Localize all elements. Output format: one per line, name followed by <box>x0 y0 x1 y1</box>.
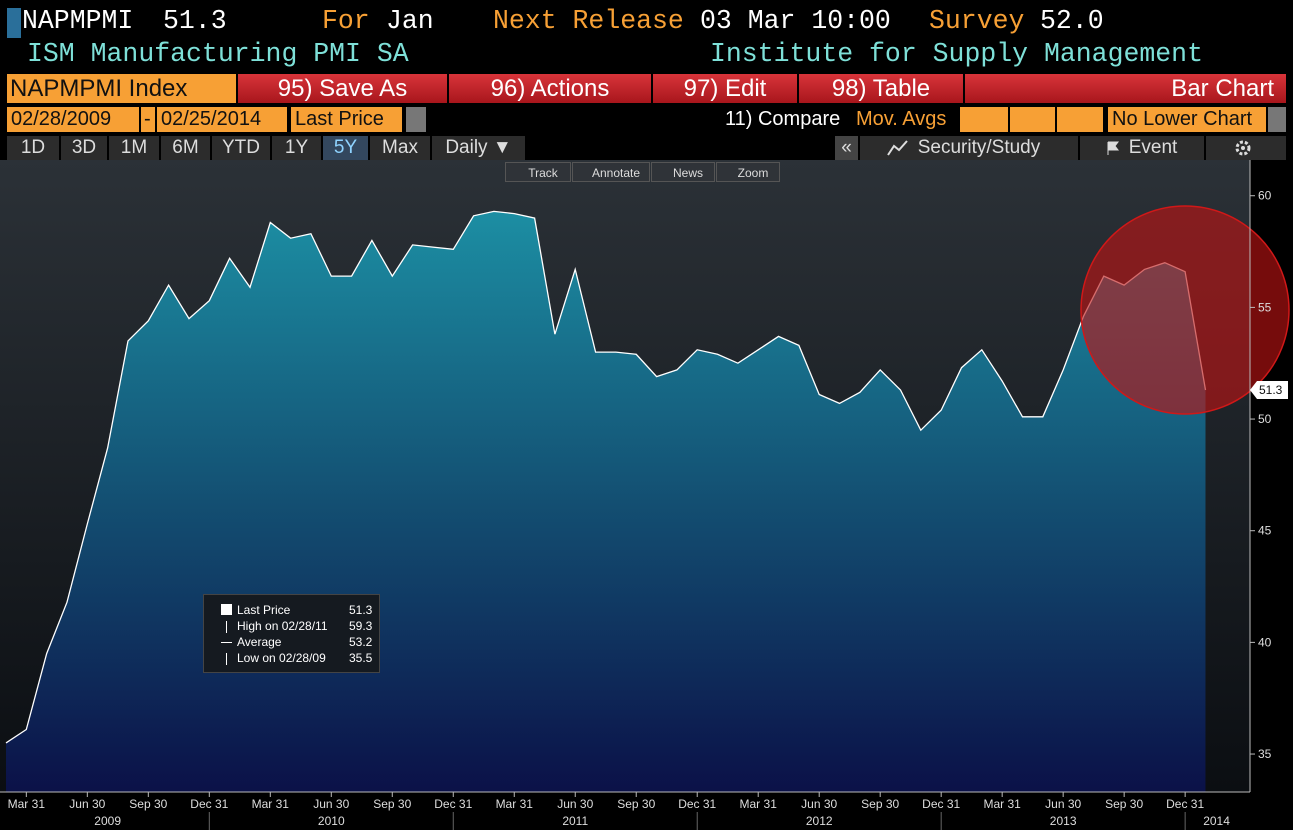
x-tick-label: Jun 30 <box>313 797 349 811</box>
y-tick-label: 50 <box>1258 412 1272 426</box>
for-value: Jan <box>386 6 434 36</box>
x-tick-label: Dec 31 <box>190 797 228 811</box>
x-tick-label: Mar 31 <box>8 797 46 811</box>
x-tick-label: Dec 31 <box>1166 797 1204 811</box>
line <box>5 210 1207 744</box>
legend-swatch <box>221 642 232 643</box>
end-date[interactable]: 02/25/2014 <box>157 107 287 132</box>
legend-value: 51.3 <box>349 603 373 617</box>
legend-swatch <box>226 653 227 665</box>
annotate-tool[interactable]: Annotate <box>572 162 650 182</box>
period-button[interactable]: Max <box>370 136 430 160</box>
highlight-circle <box>1080 205 1290 415</box>
y-tick-label: 40 <box>1258 635 1272 649</box>
mov-avgs[interactable]: Mov. Avgs <box>852 107 956 132</box>
chart-type-button[interactable]: Bar Chart <box>965 74 1286 103</box>
x-tick-label: Jun 30 <box>69 797 105 811</box>
actions-button[interactable]: 96) Actions <box>449 74 651 103</box>
x-tick-label: Mar 31 <box>983 797 1021 811</box>
save-as-button[interactable]: 95) Save As <box>238 74 447 103</box>
period-button[interactable]: 1Y <box>272 136 321 160</box>
x-tick-label: Sep 30 <box>617 797 655 811</box>
dropdown[interactable] <box>406 107 426 132</box>
event-icon <box>1107 141 1119 155</box>
next-release-label: Next Release <box>493 6 684 36</box>
period-button[interactable]: 1M <box>109 136 159 160</box>
legend-value: 35.5 <box>349 651 373 665</box>
date-separator: - <box>141 107 155 132</box>
x-tick-label: Mar 31 <box>252 797 290 811</box>
input-box[interactable] <box>1010 107 1055 132</box>
dropdown[interactable] <box>1268 107 1286 132</box>
x-tick-label: Mar 31 <box>496 797 534 811</box>
for-label: For <box>322 6 370 36</box>
compare-button[interactable]: 11) Compare <box>725 108 841 130</box>
cursor <box>7 8 21 38</box>
period-button[interactable]: YTD <box>212 136 270 160</box>
collapse-button[interactable]: « <box>835 136 858 160</box>
year-label: 2009 <box>94 814 121 828</box>
frequency-select[interactable]: Daily ▼ <box>432 136 525 160</box>
x-tick-label: Sep 30 <box>373 797 411 811</box>
news-tool[interactable]: News <box>651 162 715 182</box>
x-tick-label: Jun 30 <box>1045 797 1081 811</box>
legend-value: 59.3 <box>349 619 373 633</box>
legend-label: Last Price <box>237 603 291 617</box>
last-value: 51.3 <box>163 6 227 36</box>
gear-icon <box>1235 140 1251 156</box>
legend-label: Average <box>237 635 282 649</box>
legend-value: 53.2 <box>349 635 373 649</box>
source: Institute for Supply Management <box>710 39 1203 69</box>
field-select[interactable]: Last Price <box>291 107 402 132</box>
input-box[interactable] <box>960 107 1008 132</box>
legend-swatch <box>221 604 232 615</box>
next-release-value: 03 Mar 10:00 <box>700 6 891 36</box>
x-tick-label: Mar 31 <box>740 797 778 811</box>
legend <box>203 594 380 673</box>
study-icon <box>887 140 908 156</box>
last-value-tag <box>1250 381 1288 400</box>
period-button[interactable]: 1D <box>7 136 59 160</box>
x-tick-label: Sep 30 <box>129 797 167 811</box>
x-tick-label: Jun 30 <box>801 797 837 811</box>
period-button-active[interactable]: 5Y <box>323 136 368 160</box>
x-tick-label: Dec 31 <box>434 797 472 811</box>
y-tick-label: 45 <box>1258 524 1272 538</box>
table-button[interactable]: 98) Table <box>799 74 963 103</box>
edit-button[interactable]: 97) Edit <box>653 74 797 103</box>
survey-label: Survey <box>929 6 1025 36</box>
security-box[interactable]: NAPMPMI Index <box>7 74 236 103</box>
lower-chart-select[interactable]: No Lower Chart <box>1108 107 1266 132</box>
period-button[interactable]: 6M <box>161 136 210 160</box>
y-tick-label: 55 <box>1258 300 1272 314</box>
year-label: 2011 <box>562 814 588 828</box>
x-tick-label: Sep 30 <box>1105 797 1143 811</box>
start-date[interactable]: 02/28/2009 <box>7 107 139 132</box>
x-tick-label: Sep 30 <box>861 797 899 811</box>
security-name: ISM Manufacturing PMI SA <box>27 39 409 69</box>
year-label: 2014 <box>1203 814 1230 828</box>
x-tick-label: Dec 31 <box>678 797 716 811</box>
legend-label: High on 02/28/11 <box>237 619 328 633</box>
settings-button[interactable] <box>1206 136 1286 160</box>
zoom-tool[interactable]: Zoom <box>716 162 780 182</box>
legend-swatch <box>226 621 227 633</box>
x-tick-label: Jun 30 <box>557 797 593 811</box>
y-tick-label: 35 <box>1258 747 1272 761</box>
year-label: 2010 <box>318 814 345 828</box>
ticker: NAPMPMI <box>22 6 134 36</box>
year-label: 2013 <box>1050 814 1077 828</box>
input-box[interactable] <box>1057 107 1103 132</box>
year-label: 2012 <box>806 814 833 828</box>
y-tick-label: 60 <box>1258 189 1272 203</box>
track-tool[interactable]: Track <box>505 162 571 182</box>
event-button[interactable]: Event <box>1080 136 1204 160</box>
survey-value: 52.0 <box>1040 6 1104 36</box>
legend-label: Low on 02/28/09 <box>237 651 326 665</box>
x-tick-label: Dec 31 <box>922 797 960 811</box>
period-button[interactable]: 3D <box>61 136 107 160</box>
last-value-label: 51.3 <box>1259 383 1283 397</box>
